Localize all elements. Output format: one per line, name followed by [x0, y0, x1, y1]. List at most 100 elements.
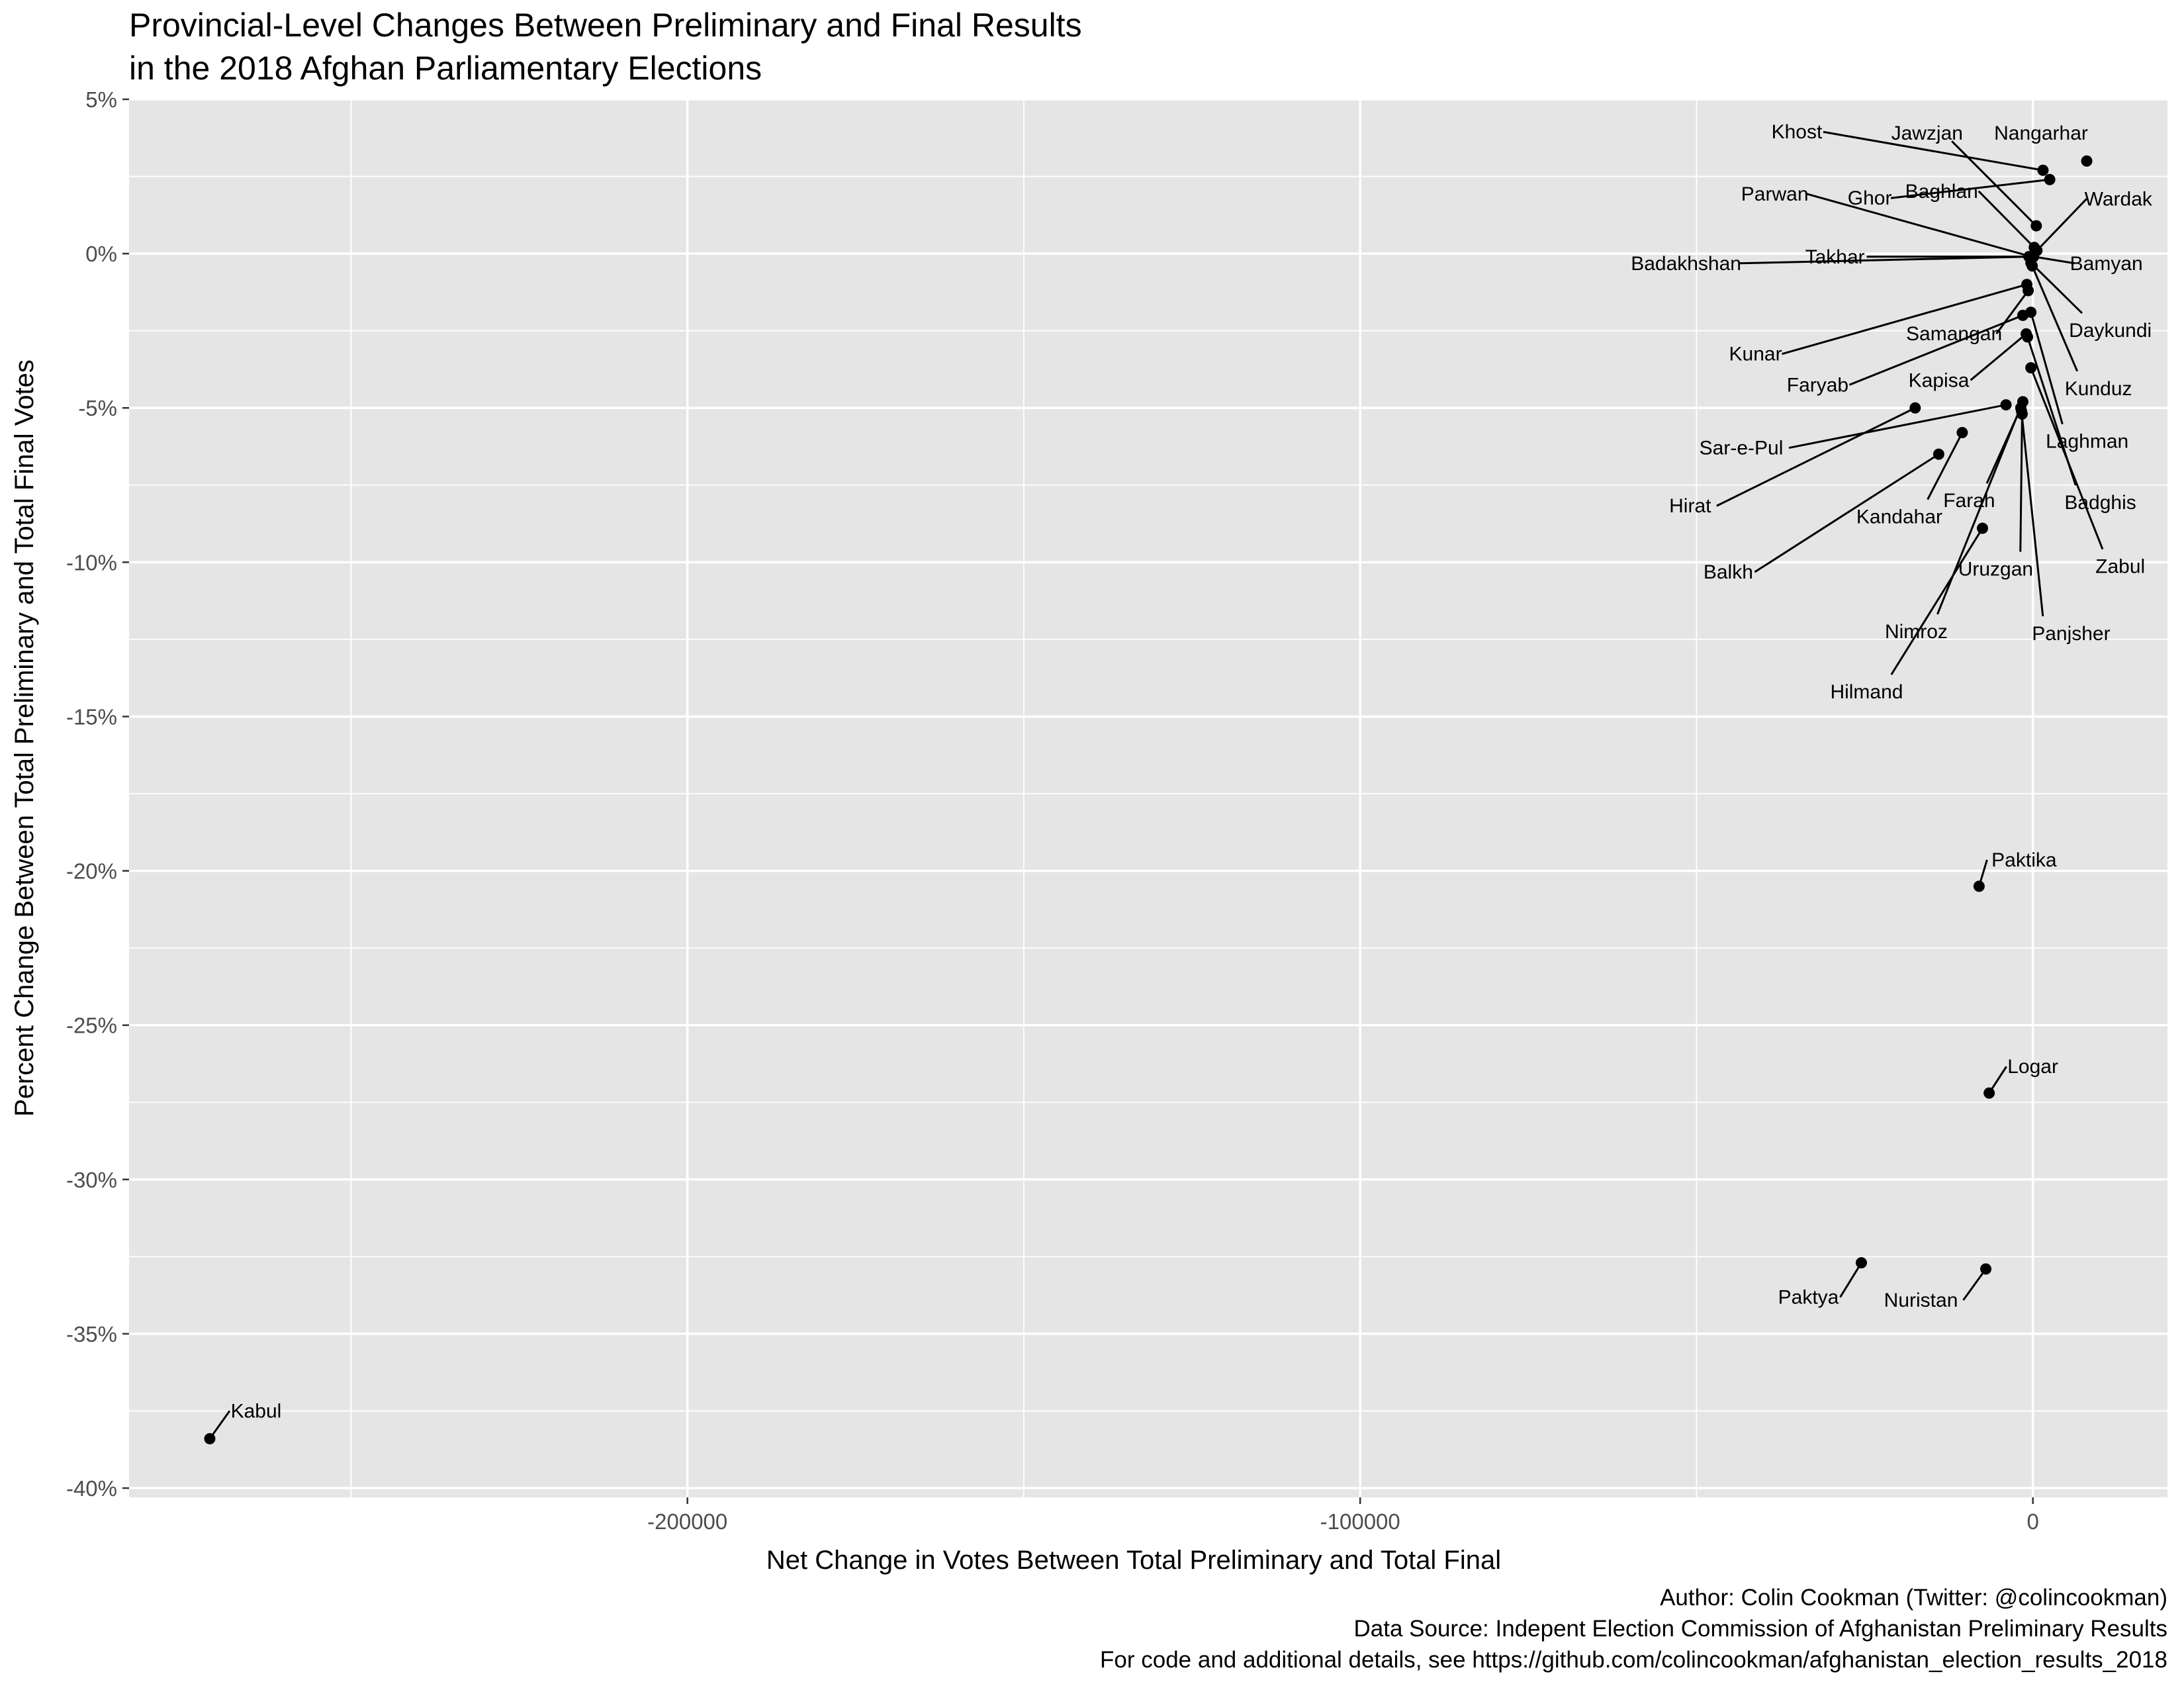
leader-line — [1970, 333, 2027, 381]
data-point — [1983, 1087, 1995, 1099]
point-label: Nimroz — [1885, 621, 1948, 643]
point-label: Takhar — [1805, 246, 1865, 268]
point-label: Badakhshan — [1631, 253, 1741, 275]
y-tick-label: -25% — [66, 1013, 117, 1038]
point-label: Wardak — [2085, 188, 2153, 210]
leader-line — [1978, 190, 2035, 248]
data-point — [2025, 362, 2037, 374]
x-tick-label: -200000 — [647, 1509, 727, 1534]
minor-gridlines — [129, 99, 2167, 1497]
leader-line — [2036, 198, 2087, 252]
y-tick-label: -40% — [66, 1476, 117, 1501]
point-label: Zabul — [2095, 556, 2145, 578]
point-label: Logar — [2007, 1056, 2058, 1078]
data-point — [1973, 880, 1985, 892]
data-point — [2030, 220, 2042, 232]
data-points — [204, 155, 2093, 1444]
caption-author: Author: Colin Cookman (Twitter: @colinco… — [1660, 1585, 2167, 1611]
tick-labels: -200000 -100000 0 5% 0% -5% -10% -15% -20% -25% -3… — [66, 87, 2039, 1534]
data-point — [2015, 405, 2027, 417]
data-point — [2023, 285, 2034, 297]
axis-ticks — [122, 98, 2034, 1504]
data-point — [1933, 448, 1944, 460]
x-tick-label: -100000 — [1320, 1509, 1400, 1534]
leader-line — [1839, 1262, 1862, 1298]
leader-line — [1754, 453, 1940, 573]
point-label: Laghman — [2046, 431, 2128, 453]
leader-line — [1890, 178, 2050, 199]
y-tick-label: -5% — [78, 396, 117, 420]
point-label: Jawzjan — [1891, 122, 1963, 144]
leader-line — [1823, 130, 2044, 171]
chart-title: Provincial-Level Changes Between Prelimi… — [129, 7, 1082, 44]
point-label: Badghis — [2064, 492, 2136, 514]
data-point — [2026, 260, 2038, 272]
data-point — [2000, 399, 2012, 411]
point-label: Farah — [1943, 490, 1995, 512]
point-label: Nuristan — [1884, 1289, 1958, 1311]
label-leader-lines — [208, 130, 2104, 1440]
data-point — [2017, 309, 2028, 321]
point-label: Balkh — [1704, 561, 1753, 583]
x-tick-label: 0 — [2027, 1509, 2039, 1534]
point-label: Bamyan — [2070, 253, 2143, 275]
leader-line — [1890, 528, 1983, 675]
data-point — [1976, 522, 1988, 534]
point-label: Panjsher — [2032, 623, 2110, 645]
point-label: Khost — [1772, 121, 1823, 143]
data-point — [2081, 155, 2093, 167]
leader-line — [1951, 140, 2037, 227]
point-label: Parwan — [1741, 183, 1809, 205]
leader-line — [1927, 432, 1964, 500]
point-label: Kunduz — [2065, 378, 2132, 400]
caption-source: Data Source: Indepent Election Commissio… — [1354, 1616, 2168, 1642]
leader-line — [1848, 314, 2024, 386]
leader-line — [2031, 265, 2079, 372]
data-point — [2044, 173, 2056, 185]
y-tick-label: -20% — [66, 859, 117, 884]
data-point — [2037, 164, 2049, 176]
data-point — [1956, 427, 1968, 439]
plot-panel — [129, 99, 2167, 1497]
point-label: Sar-e-Pul — [1700, 438, 1784, 459]
leader-line — [2030, 312, 2064, 425]
leader-line — [2033, 256, 2075, 265]
leader-line — [2030, 367, 2104, 550]
chart-subtitle: in the 2018 Afghan Parliamentary Electio… — [129, 50, 762, 87]
data-point — [1980, 1263, 1992, 1275]
data-point — [1855, 1257, 1867, 1269]
point-label: Ghor — [1848, 187, 1892, 209]
point-label: Faryab — [1787, 374, 1848, 396]
point-label: Paktya — [1778, 1287, 1839, 1309]
point-label: Baghlan — [1905, 181, 1978, 203]
point-label: Paktika — [1991, 849, 2057, 871]
y-tick-label: 0% — [85, 242, 117, 266]
leader-line — [2019, 414, 2023, 552]
leader-line — [1716, 406, 1916, 507]
point-label: Hirat — [1669, 495, 1711, 517]
leader-line — [1962, 1268, 1987, 1301]
major-gridlines — [129, 98, 2167, 1497]
caption-code: For code and additional details, see htt… — [1100, 1647, 2167, 1673]
data-point — [2017, 396, 2028, 408]
data-point — [2022, 331, 2034, 343]
leader-line — [2030, 262, 2083, 314]
point-label: Hilmand — [1830, 681, 1903, 703]
y-tick-label: -15% — [66, 704, 117, 729]
leader-line — [208, 1410, 231, 1440]
point-labels: Kabul Nangarhar Khost Ghor Jawzjan Baghlan War… — [231, 121, 2153, 1422]
y-tick-label: -10% — [66, 550, 117, 575]
data-point — [1909, 402, 1921, 414]
point-label: Uruzgan — [1958, 559, 2033, 581]
y-tick-label: 5% — [85, 87, 117, 112]
y-tick-label: -35% — [66, 1322, 117, 1346]
y-axis-title: Percent Change Between Total Preliminary… — [10, 359, 39, 1117]
data-point — [204, 1432, 216, 1444]
x-axis-title: Net Change in Votes Between Total Prelim… — [766, 1546, 1501, 1575]
leader-line — [1782, 283, 2027, 355]
leader-line — [1739, 256, 2029, 265]
point-label: Kandahar — [1856, 506, 1942, 528]
point-label: Daykundi — [2069, 320, 2152, 342]
leader-line — [1995, 290, 2029, 334]
